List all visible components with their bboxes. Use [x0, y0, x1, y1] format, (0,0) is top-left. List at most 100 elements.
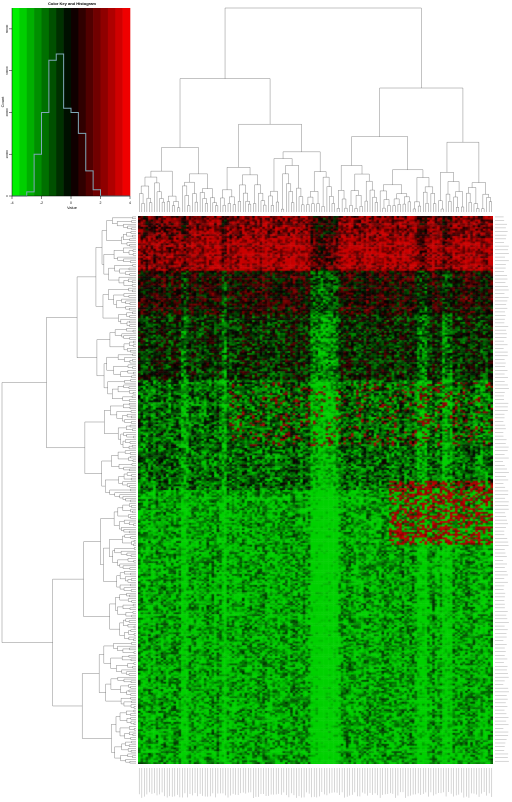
- dendrogram-branch: [124, 380, 136, 384]
- dendrogram-branch: [116, 575, 121, 588]
- dendrogram-branch: [113, 250, 124, 259]
- dendrogram-branch: [104, 410, 119, 434]
- dendrogram-branch: [129, 315, 136, 318]
- dendrogram-branch: [123, 234, 130, 240]
- dendrogram-branch: [116, 300, 126, 308]
- dendrogram-branch: [122, 481, 136, 486]
- dendrogram-branch: [423, 192, 428, 212]
- dendrogram-branch: [128, 655, 136, 658]
- dendrogram-branch: [121, 527, 136, 531]
- dendrogram-branch: [133, 340, 136, 344]
- dendrogram-branch: [132, 666, 136, 669]
- dendrogram-branch: [392, 169, 424, 185]
- dendrogram-branch: [131, 477, 136, 481]
- dendrogram-branch: [471, 182, 486, 195]
- dendrogram-branch: [133, 651, 136, 654]
- dendrogram-branch: [220, 197, 225, 212]
- dendrogram-branch: [237, 201, 241, 212]
- dendrogram-branch: [482, 194, 489, 209]
- dendrogram-branch: [130, 536, 136, 539]
- dendrogram-branch: [129, 424, 136, 428]
- dendrogram-branch: [130, 509, 136, 513]
- dendrogram-branch: [131, 578, 136, 581]
- dendrogram-branch: [130, 488, 136, 492]
- dendrogram-branch: [476, 208, 480, 212]
- color-key-swatch: [34, 8, 42, 196]
- dendrogram-branch: [227, 203, 231, 212]
- dendrogram-branch: [133, 633, 136, 636]
- dendrogram-branch: [366, 181, 373, 202]
- dendrogram-branch: [132, 264, 136, 267]
- dendrogram-branch: [159, 198, 164, 212]
- dendrogram-branch: [383, 199, 390, 209]
- dendrogram-branch: [130, 686, 136, 689]
- dendrogram-branch: [131, 614, 136, 618]
- dendrogram-branch: [124, 450, 136, 454]
- dendrogram-branch: [125, 271, 136, 275]
- dendrogram-branch: [296, 187, 302, 212]
- dendrogram-branch: [132, 235, 136, 238]
- dendrogram-branch: [133, 523, 136, 526]
- dendrogram-branch: [127, 579, 136, 583]
- dendrogram-branch: [273, 158, 293, 192]
- dendrogram-branch: [133, 706, 136, 709]
- dendrogram-branch: [270, 205, 274, 212]
- dendrogram-branch: [124, 519, 136, 524]
- dendrogram-branch: [387, 205, 391, 212]
- color-key-swatch: [78, 8, 87, 196]
- dendrogram-branch: [109, 489, 131, 495]
- dendrogram-branch: [128, 295, 136, 298]
- dendrogram-branch: [120, 319, 136, 324]
- dendrogram-branch: [116, 411, 132, 419]
- dendrogram-branch: [212, 202, 217, 212]
- dendrogram-branch: [141, 203, 145, 212]
- dendrogram-branch: [379, 190, 387, 212]
- dendrogram-branch: [131, 395, 136, 398]
- dendrogram-branch: [128, 636, 136, 640]
- dendrogram-branch: [126, 425, 133, 430]
- dendrogram-branch: [123, 384, 136, 388]
- dendrogram-branch: [149, 202, 153, 212]
- dendrogram-branch: [326, 186, 332, 212]
- dendrogram-branch: [133, 662, 136, 665]
- dendrogram-branch: [260, 200, 265, 212]
- dendrogram-branch: [129, 647, 136, 651]
- dendrogram-branch: [84, 421, 105, 474]
- dendrogram-branch: [128, 673, 136, 676]
- dendrogram-branch: [132, 359, 136, 362]
- dendrogram-branch: [130, 737, 136, 740]
- dendrogram-branch: [110, 405, 124, 416]
- dendrogram-branch: [382, 207, 386, 212]
- dendrogram-branch: [194, 201, 198, 212]
- dendrogram-branch: [125, 439, 136, 443]
- dendrogram-branch: [321, 206, 325, 212]
- color-key-swatch: [19, 8, 28, 196]
- dendrogram-branch: [82, 673, 112, 739]
- dendrogram-branch: [316, 203, 320, 212]
- dendrogram-branch: [349, 205, 353, 212]
- dendrogram-branch: [291, 202, 295, 212]
- dendrogram-branch: [473, 203, 478, 212]
- dendrogram-branch: [119, 584, 131, 590]
- dendrogram-branch: [125, 300, 136, 304]
- dendrogram-branch: [130, 750, 136, 753]
- dendrogram-branch: [379, 87, 464, 143]
- dendrogram-branch: [122, 656, 131, 661]
- dendrogram-branch: [119, 521, 125, 530]
- heatmap-area: [138, 216, 493, 764]
- dendrogram-branch: [103, 363, 108, 388]
- dendrogram-branch: [131, 421, 136, 424]
- dendrogram-branch: [117, 221, 132, 226]
- dendrogram-branch: [123, 473, 132, 480]
- dendrogram-branch: [83, 541, 110, 617]
- dendrogram-branch: [128, 620, 136, 623]
- dendrogram-branch: [276, 201, 279, 212]
- dendrogram-branch: [121, 298, 136, 303]
- x-tick-label: 2: [100, 201, 102, 205]
- dendrogram-branch: [173, 201, 179, 208]
- dendrogram-branch: [121, 669, 136, 674]
- dendrogram-branch: [282, 173, 289, 210]
- x-tick-label: -4: [10, 201, 13, 205]
- dendrogram-branch: [133, 543, 136, 546]
- dendrogram-branch: [414, 201, 420, 209]
